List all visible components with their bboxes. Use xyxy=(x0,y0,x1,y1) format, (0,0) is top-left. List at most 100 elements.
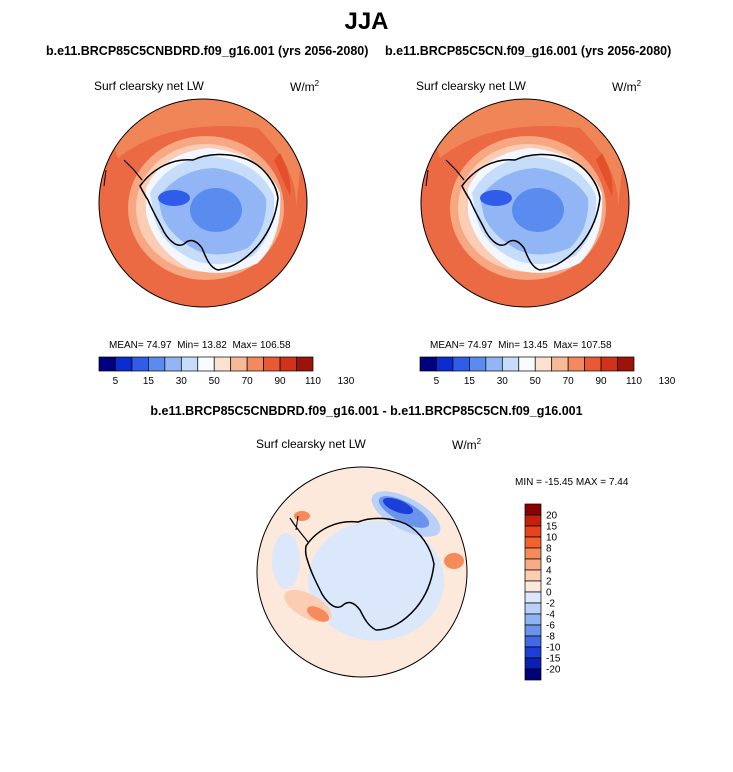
panel-3-colorbar-box-11 xyxy=(524,624,542,637)
panel-2-colorbar-box-6 xyxy=(518,356,536,372)
panel-3-colorbar-box-12 xyxy=(524,635,542,648)
panel-2-colorbar-label-7: 130 xyxy=(659,376,676,387)
panel-2-case-title: b.e11.BRCP85C5CN.f09_g16.001 (yrs 2056-2… xyxy=(385,44,672,58)
panel-3-colorbar-box-14 xyxy=(524,657,542,670)
panel-3-colorbar-box-4 xyxy=(524,547,542,560)
panel-2-colorbar-label-3: 50 xyxy=(530,376,542,387)
panel-3-colorbar-box-1 xyxy=(524,514,542,527)
panel-1-south-america-tip xyxy=(103,169,107,187)
panel-3-map-border xyxy=(256,466,468,678)
panel-2-colorbar-box-0 xyxy=(419,356,437,372)
panel-3-colorbar-box-6 xyxy=(524,569,542,582)
panel-2-colorbar-box-11 xyxy=(600,356,618,372)
panel-3-positive-spot-northwest xyxy=(294,511,310,521)
panel-3-stats: MIN = -15.45 MAX = 7.44 xyxy=(515,477,629,488)
panel-2-units: W/m2 xyxy=(612,79,642,94)
panel-1-colorbar-label-3: 50 xyxy=(209,376,221,387)
panel-3-negative-region-continent xyxy=(308,521,444,641)
panel-2-colorbar-box-4 xyxy=(485,356,503,372)
panel-3-colorbar-box-10 xyxy=(524,613,542,626)
panel-2-colorbar-label-1: 15 xyxy=(464,376,476,387)
panel-3-colorbar-label-4: 6 xyxy=(546,555,552,566)
main-title: JJA xyxy=(344,8,389,35)
panel-3-colorbar-box-3 xyxy=(524,536,542,549)
panel-3-colorbar-box-2 xyxy=(524,525,542,538)
panel-2-colorbar-box-1 xyxy=(436,356,454,372)
panel-2-colorbar-label-5: 90 xyxy=(596,376,608,387)
panel-3-colorbar-label-1: 15 xyxy=(546,522,558,533)
panel-3-colorbar-box-8 xyxy=(524,591,542,604)
panel-3-colorbar-box-5 xyxy=(524,558,542,571)
panel-2-peninsula-coastline xyxy=(445,159,465,181)
panel-2-colorbar-box-3 xyxy=(469,356,487,372)
panel-1-antarctica-coastline xyxy=(139,153,279,271)
panel-3-antarctica-coastline xyxy=(304,517,435,631)
panel-1-colorbar-box-9 xyxy=(246,356,264,372)
panel-3-case-title: b.e11.BRCP85C5CNBDRD.f09_g16.001 - b.e11… xyxy=(150,404,583,418)
panel-2-hot-spot-east xyxy=(596,153,613,196)
panel-1-colorbar-box-3 xyxy=(148,356,166,372)
panel-2-variable-label: Surf clearsky net LW xyxy=(416,79,526,93)
panel-1-warm-band-north xyxy=(99,99,307,208)
panel-2-colorbar-label-6: 110 xyxy=(626,376,642,387)
panel-3-positive-spot-southwest xyxy=(307,606,329,622)
panel-3-colorbar-label-13: -15 xyxy=(546,654,561,665)
panel-3-anomaly-core xyxy=(382,497,414,515)
panel-1-colorbar-label-2: 30 xyxy=(176,376,188,387)
panel-1-colorbar-label-5: 90 xyxy=(275,376,287,387)
panel-1-colorbar-box-10 xyxy=(263,356,281,372)
panel-3-colorbar-label-8: -2 xyxy=(546,599,555,610)
panel-1-colorbar-box-7 xyxy=(213,356,232,372)
panel-1-colorbar-box-0 xyxy=(98,356,116,372)
panel-3-colorbar-box-0 xyxy=(524,503,542,516)
panel-3-colorbar-label-7: 0 xyxy=(546,588,552,599)
panel-2-warm-band-north xyxy=(421,99,629,208)
panel-3-positive-spot-east xyxy=(444,553,464,569)
panel-2-colorbar-label-4: 70 xyxy=(563,376,575,387)
panel-1-map xyxy=(98,98,308,308)
panel-2-colorbar-box-5 xyxy=(501,356,520,372)
panel-2-colorbar-label-2: 30 xyxy=(497,376,509,387)
panel-1-colorbar-box-8 xyxy=(230,356,248,372)
panel-2-map xyxy=(420,98,630,308)
panel-2-cold-core xyxy=(480,190,512,206)
panel-2-contour-40 xyxy=(512,188,564,232)
panel-3-colorbar-label-6: 2 xyxy=(546,577,552,588)
panel-3-colorbar-label-3: 8 xyxy=(546,544,552,555)
panel-1-hot-spot-east xyxy=(274,153,291,196)
panel-1-peninsula-coastline xyxy=(123,159,143,181)
panel-2-antarctica-coastline xyxy=(461,153,601,271)
panel-2-colorbar-box-8 xyxy=(551,356,569,372)
panel-3-colorbar-label-9: -4 xyxy=(546,610,555,621)
panel-2-south-america-tip xyxy=(425,169,429,187)
panel-2-colorbar: 5 15 30 50 70 90 110 130 xyxy=(419,356,676,387)
panel-3-colorbar-box-7 xyxy=(524,580,542,593)
panel-3-map xyxy=(256,466,468,678)
panel-3-colorbar-label-12: -10 xyxy=(546,643,561,654)
panel-2-colorbar-box-7 xyxy=(534,356,553,372)
panel-1-units: W/m2 xyxy=(290,79,320,94)
panel-3-colorbar-label-0: 20 xyxy=(546,511,558,522)
panel-1-stats: MEAN= 74.97 Min= 13.82 Max= 106.58 xyxy=(109,340,291,351)
panel-3-colorbar-label-2: 10 xyxy=(546,533,558,544)
panel-1-variable-label: Surf clearsky net LW xyxy=(94,79,204,93)
panel-1-colorbar-label-4: 70 xyxy=(242,376,254,387)
panel-3-colorbar-box-13 xyxy=(524,646,542,659)
panel-1-colorbar-box-2 xyxy=(131,356,149,372)
panel-2-stats: MEAN= 74.97 Min= 13.45 Max= 107.58 xyxy=(430,340,612,351)
panel-1-colorbar-label-6: 110 xyxy=(305,376,321,387)
panel-3-peninsula-coastline xyxy=(289,517,309,543)
panel-3-colorbar-label-11: -8 xyxy=(546,632,555,643)
panel-2-colorbar-label-0: 5 xyxy=(434,376,440,387)
panel-1-colorbar-box-1 xyxy=(115,356,133,372)
panel-1-colorbar-box-11 xyxy=(279,356,297,372)
panel-2-colorbar-box-9 xyxy=(567,356,585,372)
panel-1-map-border xyxy=(98,98,308,308)
panel-1-cold-core xyxy=(158,190,190,206)
panel-3-negative-region-west xyxy=(272,533,300,589)
panel-3-colorbar-label-14: -20 xyxy=(546,665,561,676)
panel-1-colorbar-box-6 xyxy=(197,356,215,372)
panel-1-colorbar: 5 15 30 50 70 90 110 130 xyxy=(98,356,355,387)
panel-3-units: W/m2 xyxy=(452,437,482,452)
